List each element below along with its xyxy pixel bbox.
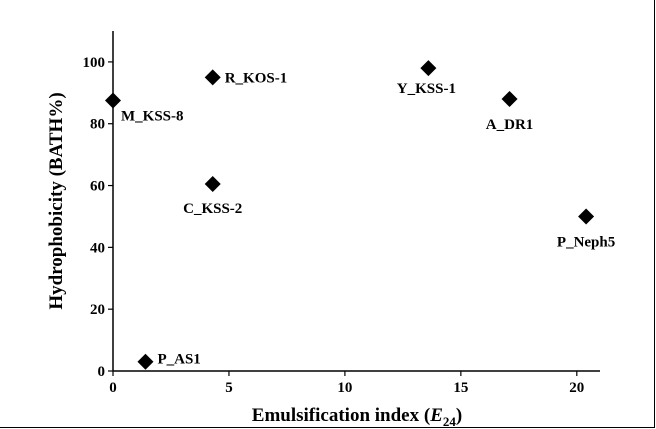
x-ticks: 0 5 10 15 20 [109,371,584,396]
y-tick-label: 100 [83,55,106,71]
y-axis-title: Hydrophobicity (BATH%) [46,92,67,309]
point-label-y-kss-1: Y_KSS-1 [397,81,456,97]
x-tick-label: 10 [337,380,352,396]
y-tick-label: 0 [98,364,106,380]
point-label-a-dr1: A_DR1 [486,117,534,133]
x-axis-title-text: Emulsification index ( [252,405,430,426]
x-tick-label: 20 [569,380,584,396]
x-axis-title-close: ) [456,405,462,426]
point-label-m-kss-8: M_KSS-8 [121,109,184,125]
point-label-r-kos-1: R_KOS-1 [225,70,288,86]
data-points [105,60,595,370]
point-labels: M_KSS-8 R_KOS-1 C_KSS-2 P_AS1 Y_KSS-1 A_DR1 P_… [121,70,615,367]
x-axis-title: Emulsification index (E24) [252,405,462,429]
data-point-y-kss-1 [420,60,437,77]
data-point-m-kss-8 [105,92,121,109]
y-tick-label: 60 [90,179,105,195]
y-tick-label: 80 [90,117,105,133]
y-tick-label: 20 [90,302,105,318]
x-axis-title-var: E [429,405,443,426]
x-tick-label: 15 [453,380,468,396]
data-point-c-kss-2 [204,176,221,192]
axes [112,31,600,372]
point-label-p-neph5: P_Neph5 [557,234,615,250]
x-tick-label: 5 [225,380,233,396]
y-ticks: 0 20 40 60 80 100 [83,55,113,380]
x-tick-label: 0 [109,380,117,396]
point-label-c-kss-2: C_KSS-2 [183,201,242,217]
point-label-p-as1: P_AS1 [157,352,200,368]
data-point-p-neph5 [578,208,595,225]
data-point-r-kos-1 [204,69,221,86]
data-point-p-as1 [137,353,154,370]
y-tick-label: 40 [90,240,105,256]
x-axis-title-sub: 24 [443,414,457,429]
data-point-a-dr1 [501,91,518,107]
